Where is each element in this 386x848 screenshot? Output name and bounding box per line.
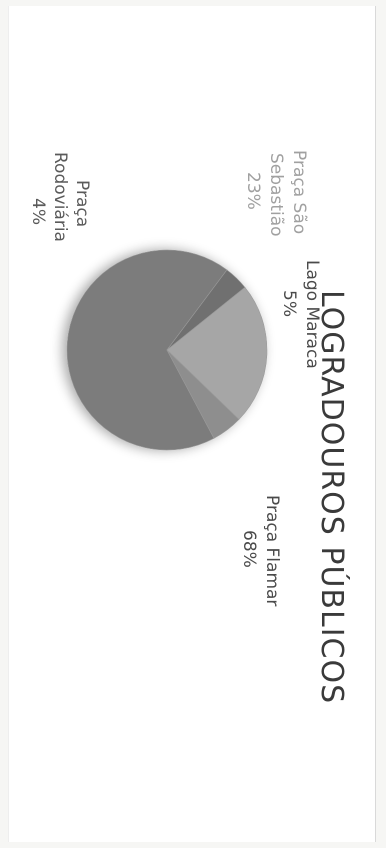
label-praca-flamar: Praça Flamar: [262, 495, 282, 606]
percent-praca-sao-sebastiao: 23%: [243, 172, 263, 210]
chart-title: LOGRADOUROS PÚBLICOS: [314, 290, 351, 704]
chart-slide: LOGRADOUROS PÚBLICOS Praça Flamar 68% Pr…: [22, 80, 382, 780]
slice-praca-sao-sebastiao: [166, 286, 268, 420]
pie-chart: LOGRADOUROS PÚBLICOS Praça Flamar 68% Pr…: [28, 150, 351, 704]
percent-praca-rodoviaria: 4%: [28, 198, 48, 225]
percent-lago-maraca: 5%: [279, 290, 299, 317]
label-praca-rodoviaria-line2: Rodoviária: [50, 152, 70, 242]
slice-praca-flamar: [66, 249, 228, 451]
scanned-page: LOGRADOUROS PÚBLICOS Praça Flamar 68% Pr…: [8, 6, 376, 842]
label-praca-rodoviaria-line1: Praça: [72, 180, 92, 227]
label-praca-sao-sebastiao-line2: Sebastião: [266, 153, 286, 237]
pie-slices: [66, 249, 268, 451]
label-lago-maraca: Lago Maraca: [302, 260, 322, 369]
slice-lago-maraca: [166, 349, 240, 439]
percent-praca-flamar: 68%: [239, 530, 259, 568]
label-praca-sao-sebastiao-line1: Praça São: [289, 150, 309, 234]
